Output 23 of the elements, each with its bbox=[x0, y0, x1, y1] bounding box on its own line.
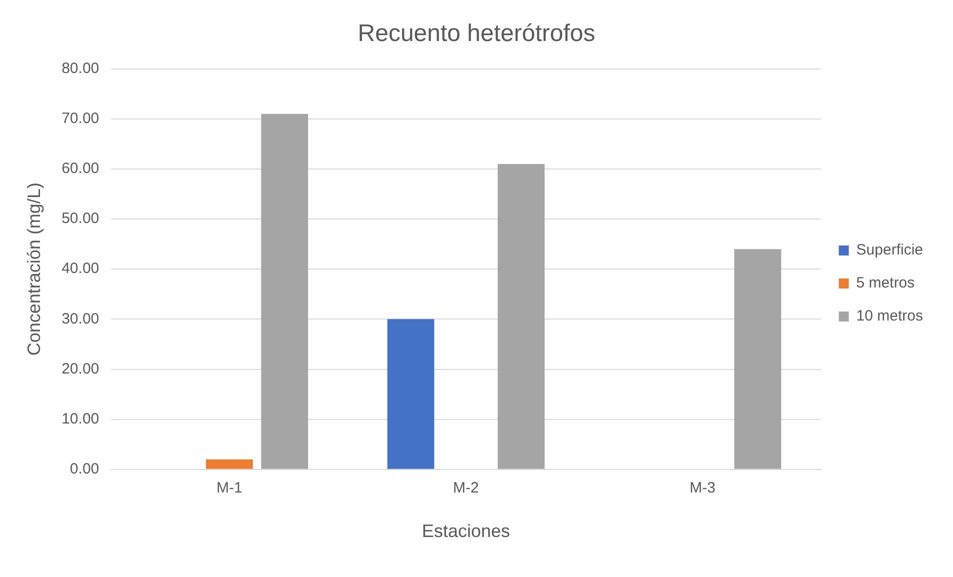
bar bbox=[498, 164, 545, 469]
x-tick-label: M-3 bbox=[690, 480, 716, 497]
y-tick-label: 70.00 bbox=[62, 110, 100, 128]
y-tick-label: 60.00 bbox=[62, 160, 100, 178]
legend-label: 5 metros bbox=[856, 274, 915, 292]
y-tick-label: 10.00 bbox=[62, 410, 100, 428]
y-tick-label: 20.00 bbox=[62, 360, 100, 378]
bar bbox=[734, 249, 782, 469]
y-tick-label: 50.00 bbox=[62, 210, 100, 228]
bar bbox=[387, 319, 434, 469]
legend-label: Superficie bbox=[856, 242, 923, 259]
y-tick-label: 30.00 bbox=[62, 310, 100, 328]
chart-title: Recuento heterótrofos bbox=[358, 20, 596, 48]
y-axis-title: Concentración (mg/L) bbox=[24, 182, 44, 356]
bar bbox=[261, 114, 308, 469]
x-tick-label: M-2 bbox=[453, 480, 479, 497]
y-tick-label: 40.00 bbox=[62, 260, 100, 278]
legend-label: 10 metros bbox=[856, 308, 923, 325]
bar bbox=[206, 459, 253, 469]
x-tick-label: M-1 bbox=[216, 480, 242, 497]
y-tick-label: 80.00 bbox=[62, 60, 100, 77]
x-axis-title: Estaciones bbox=[422, 521, 510, 542]
y-tick-label: 0.00 bbox=[70, 460, 100, 478]
